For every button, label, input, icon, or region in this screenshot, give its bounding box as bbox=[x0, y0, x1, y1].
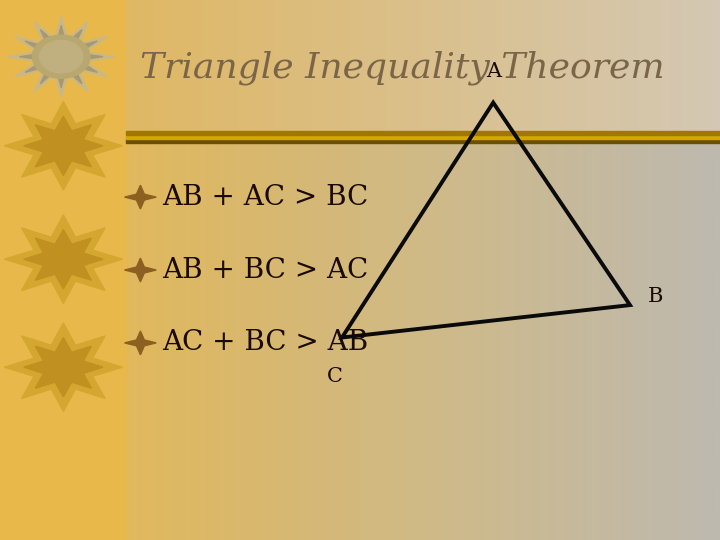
Bar bbox=[126, 139, 720, 143]
Polygon shape bbox=[125, 185, 156, 209]
Text: C: C bbox=[327, 367, 343, 386]
Text: AB + AC > BC: AB + AC > BC bbox=[162, 184, 368, 211]
Polygon shape bbox=[24, 230, 103, 289]
Circle shape bbox=[32, 35, 90, 78]
Polygon shape bbox=[4, 323, 122, 411]
Text: B: B bbox=[648, 287, 663, 307]
Bar bbox=[126, 131, 720, 136]
Polygon shape bbox=[24, 338, 103, 397]
Polygon shape bbox=[125, 331, 156, 355]
Bar bbox=[0, 0, 126, 540]
Polygon shape bbox=[19, 25, 103, 88]
Circle shape bbox=[40, 40, 83, 73]
Text: AB + BC > AC: AB + BC > AC bbox=[162, 256, 368, 284]
Text: AC + BC > AB: AC + BC > AB bbox=[162, 329, 368, 356]
Bar bbox=[126, 136, 720, 139]
Text: A: A bbox=[485, 62, 501, 81]
Polygon shape bbox=[24, 116, 103, 176]
Polygon shape bbox=[125, 258, 156, 282]
Polygon shape bbox=[4, 102, 122, 190]
Polygon shape bbox=[4, 215, 122, 303]
Polygon shape bbox=[7, 16, 115, 97]
Text: Triangle Inequality Theorem: Triangle Inequality Theorem bbox=[140, 50, 665, 85]
